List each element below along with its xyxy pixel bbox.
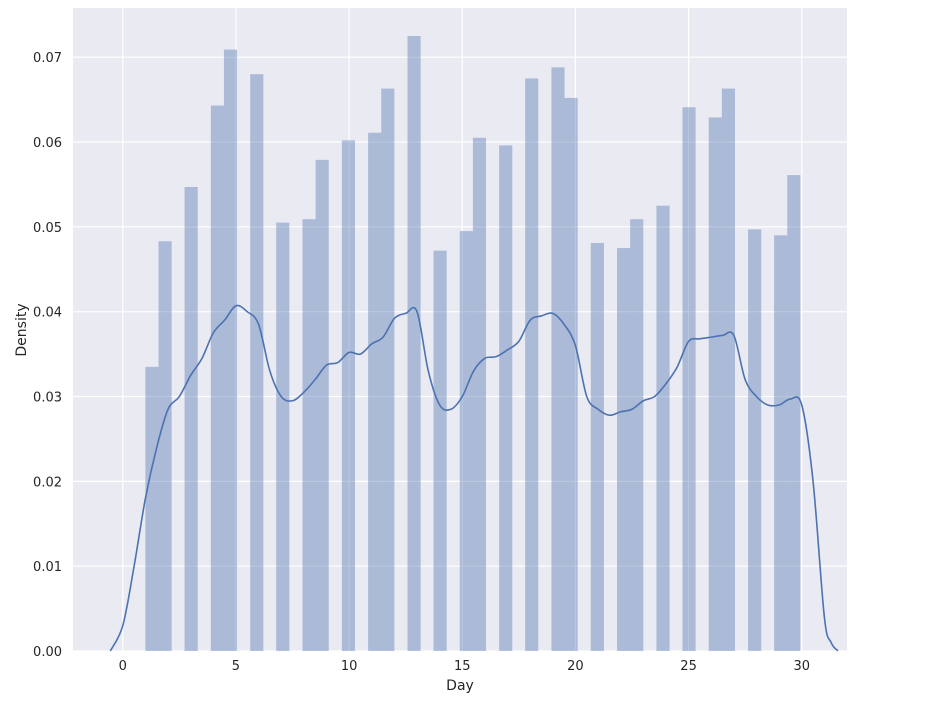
x-tick-labels: 0 5 10 15 20 25 30 <box>119 659 810 674</box>
plot-background <box>73 8 847 651</box>
histogram-bar <box>184 186 198 651</box>
histogram-bar <box>250 74 264 651</box>
histogram-bar <box>459 231 473 651</box>
x-tick-label: 15 <box>454 659 471 674</box>
histogram-bar <box>341 140 355 651</box>
x-axis-label: Day <box>446 678 474 694</box>
y-tick-label: 0.04 <box>33 306 62 321</box>
histogram-bar <box>276 222 290 651</box>
y-tick-label: 0.05 <box>33 221 62 236</box>
y-tick-label: 0.06 <box>33 136 62 151</box>
histogram-bars <box>145 35 801 652</box>
histogram-bar <box>525 78 539 651</box>
y-tick-label: 0.00 <box>33 645 62 660</box>
histogram-bar <box>407 35 421 651</box>
histogram-bar <box>302 219 316 651</box>
histogram-bar <box>145 366 159 651</box>
histogram-bar <box>564 97 578 651</box>
x-tick-label: 0 <box>119 659 127 674</box>
grid-lines <box>73 8 847 652</box>
histogram-bar <box>315 159 329 651</box>
histogram-bar <box>472 137 487 651</box>
x-tick-label: 20 <box>567 659 584 674</box>
histogram-bar <box>748 229 762 651</box>
histogram-bar <box>368 132 382 652</box>
histogram-bar <box>656 205 670 651</box>
histogram-bar <box>551 67 565 651</box>
histogram-bar <box>381 88 395 651</box>
y-tick-label: 0.01 <box>33 560 62 575</box>
histogram-bar <box>682 107 696 652</box>
x-tick-label: 10 <box>341 659 358 674</box>
histogram-bar <box>630 219 644 651</box>
histogram-bar <box>708 117 722 651</box>
histogram-bar <box>787 175 801 652</box>
y-tick-labels: 0.00 0.01 0.02 0.03 0.04 0.05 0.06 0.07 <box>33 51 62 660</box>
y-tick-label: 0.07 <box>33 51 62 66</box>
histogram-bar <box>223 49 238 651</box>
x-tick-label: 25 <box>680 659 697 674</box>
histogram-bar <box>617 248 631 651</box>
kde-line <box>109 304 839 652</box>
histogram-bar <box>210 105 224 651</box>
y-tick-label: 0.03 <box>33 391 62 406</box>
histogram-bar <box>499 145 513 651</box>
y-tick-label: 0.02 <box>33 475 62 490</box>
histogram-bar <box>433 250 447 651</box>
histogram-bar <box>590 242 604 652</box>
histogram-bar <box>158 241 172 651</box>
x-tick-label: 30 <box>793 659 810 674</box>
y-axis-label: Density <box>14 303 30 356</box>
histogram-bar <box>721 88 735 651</box>
histogram-bar <box>774 235 788 651</box>
x-tick-label: 5 <box>232 659 240 674</box>
